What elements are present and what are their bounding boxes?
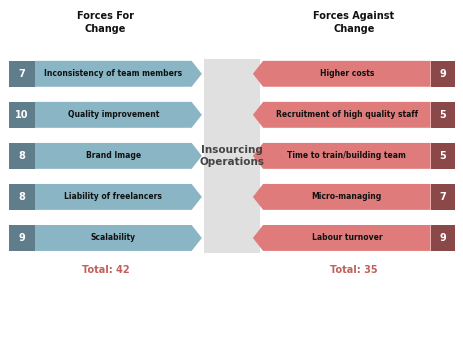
Text: Higher costs: Higher costs	[319, 69, 373, 78]
Bar	[430, 184, 454, 210]
Text: Inconsistency of team members: Inconsistency of team members	[44, 69, 182, 78]
Polygon shape	[252, 61, 430, 87]
Bar	[9, 143, 35, 169]
Text: Quality improvement: Quality improvement	[68, 110, 158, 119]
Bar	[9, 61, 35, 87]
Text: 7: 7	[438, 192, 445, 202]
Text: 9: 9	[19, 233, 25, 243]
Text: 8: 8	[19, 192, 25, 202]
Text: 7: 7	[19, 69, 25, 79]
Text: Micro-managing: Micro-managing	[311, 192, 381, 201]
Text: Time to train/building team: Time to train/building team	[287, 151, 406, 160]
Text: Total: 42: Total: 42	[81, 265, 129, 275]
Polygon shape	[252, 225, 430, 251]
Text: Brand Image: Brand Image	[86, 151, 140, 160]
Polygon shape	[35, 61, 201, 87]
Bar	[430, 102, 454, 128]
Polygon shape	[252, 143, 430, 169]
Text: 5: 5	[438, 151, 445, 161]
Text: 9: 9	[438, 69, 445, 79]
Bar	[430, 61, 454, 87]
Bar	[9, 184, 35, 210]
Polygon shape	[35, 143, 201, 169]
Polygon shape	[35, 184, 201, 210]
Polygon shape	[252, 102, 430, 128]
Text: Liability of freelancers: Liability of freelancers	[64, 192, 162, 201]
Bar	[430, 225, 454, 251]
Bar	[430, 143, 454, 169]
Text: Labour turnover: Labour turnover	[311, 233, 382, 242]
Text: Recruitment of high quality staff: Recruitment of high quality staff	[275, 110, 417, 119]
Polygon shape	[35, 102, 201, 128]
Bar	[204, 59, 259, 253]
Text: Total: 35: Total: 35	[329, 265, 377, 275]
Text: 5: 5	[438, 110, 445, 120]
Text: Scalability: Scalability	[90, 233, 136, 242]
Text: Forces Against
Change: Forces Against Change	[313, 11, 394, 34]
Bar	[9, 225, 35, 251]
Text: Forces For
Change: Forces For Change	[77, 11, 134, 34]
Text: 10: 10	[15, 110, 29, 120]
Text: 8: 8	[19, 151, 25, 161]
Text: 9: 9	[438, 233, 445, 243]
Text: Insourcing
Operations: Insourcing Operations	[199, 145, 264, 167]
Polygon shape	[252, 184, 430, 210]
Bar	[9, 102, 35, 128]
Polygon shape	[35, 225, 201, 251]
